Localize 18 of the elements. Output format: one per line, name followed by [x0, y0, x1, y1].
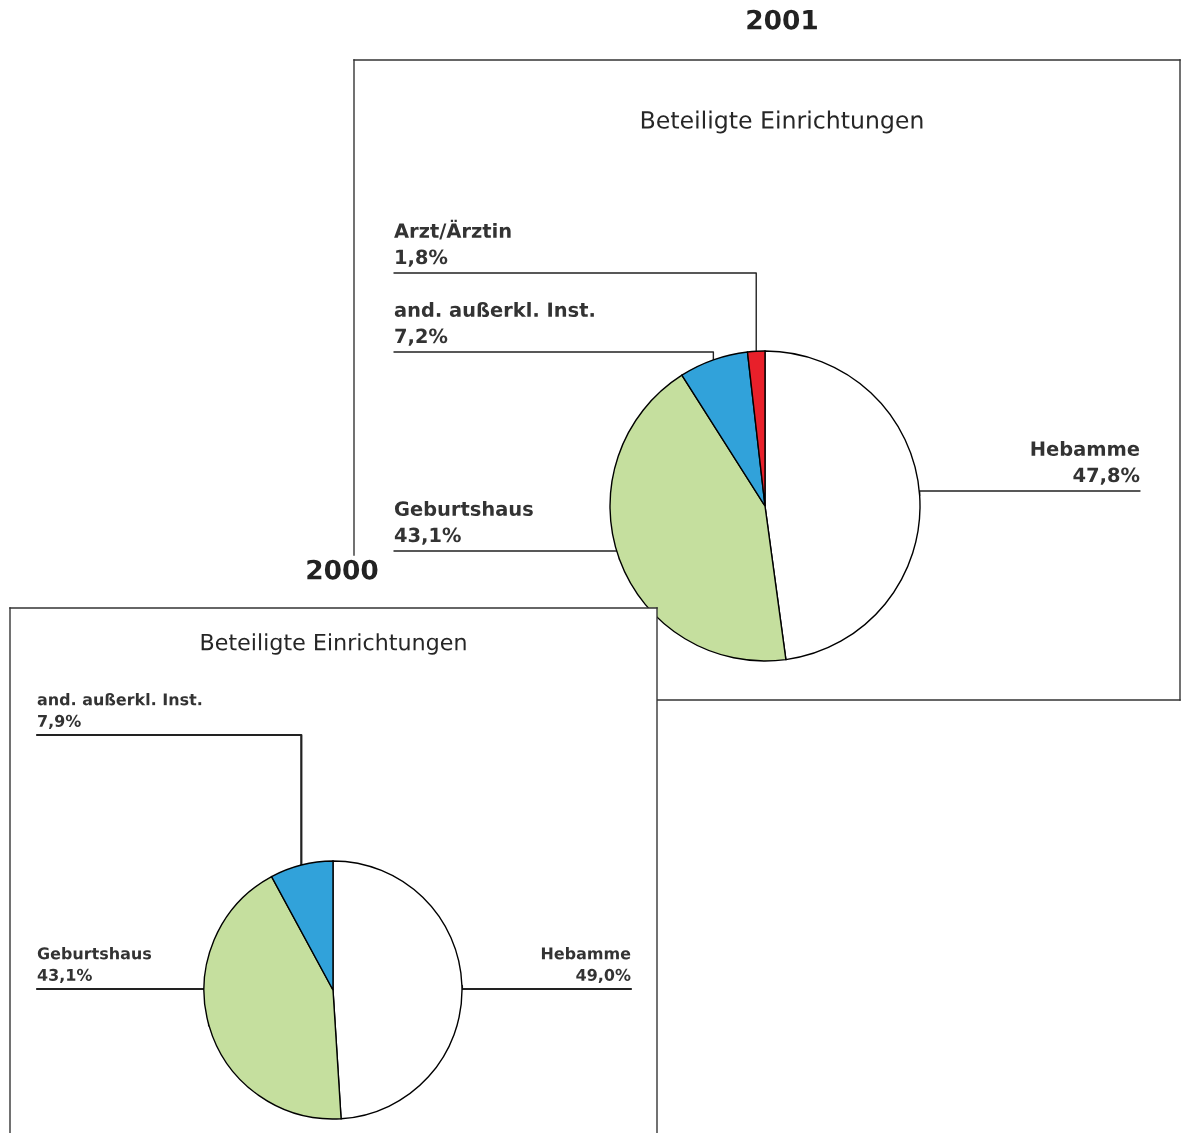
chart-title: 2000: [307, 559, 378, 580]
data-label: 7,9%: [38, 714, 81, 729]
slice-label: Geburtshaus: [394, 500, 533, 517]
slice-label: Geburtshaus: [37, 947, 152, 960]
data-label: 47,8%: [1073, 467, 1140, 485]
slice-label: Hebamme: [1031, 440, 1140, 457]
slice-label: and. außerkl. Inst.: [37, 693, 202, 706]
chart-title: 2001: [747, 9, 817, 30]
data-label: 49,0%: [576, 968, 631, 983]
slice-label: Hebamme: [541, 947, 631, 960]
slice-label: Arzt/Ärztin: [394, 219, 511, 240]
chart-subtitle: Beteiligte Einrichtungen: [201, 633, 466, 655]
data-label: 43,1%: [37, 968, 92, 983]
data-label: 7,2%: [395, 328, 448, 346]
data-label: 43,1%: [394, 527, 461, 545]
slice-label: and. außerkl. Inst.: [394, 301, 594, 318]
data-label: 1,8%: [396, 249, 448, 267]
chart-subtitle: Beteiligte Einrichtungen: [641, 110, 923, 134]
